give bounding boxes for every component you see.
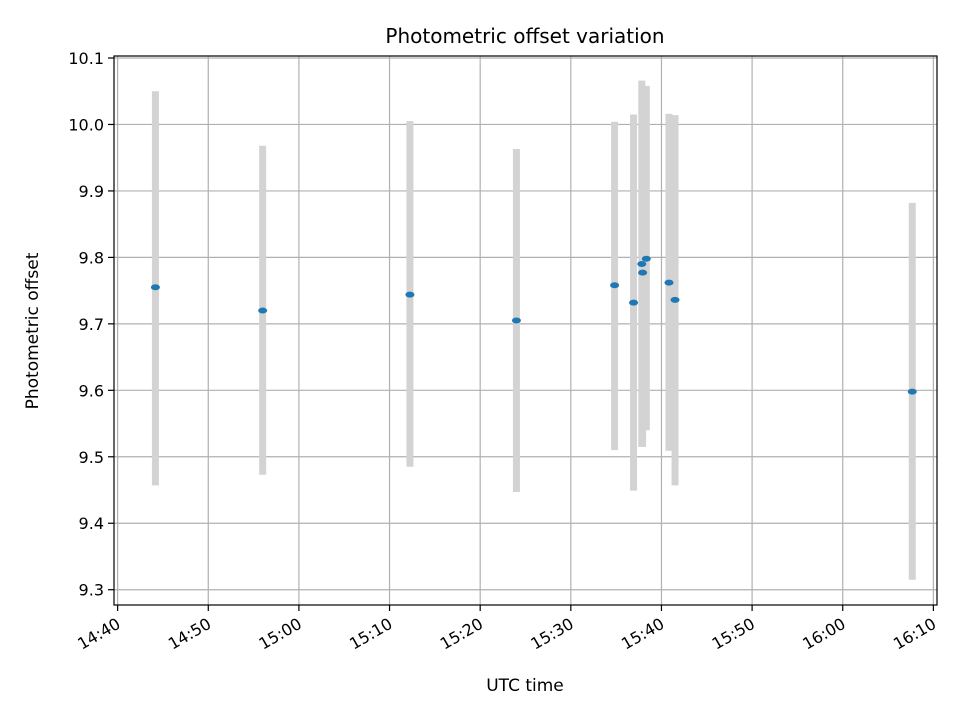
data-point	[610, 282, 620, 289]
data-points	[150, 255, 917, 395]
x-axis-label: UTC time	[486, 676, 564, 696]
data-point	[629, 299, 639, 306]
data-point	[638, 269, 648, 276]
y-axis-label: Photometric offset	[23, 252, 43, 409]
y-tick-label: 9.3	[79, 581, 104, 600]
y-tick-label: 9.6	[79, 381, 104, 400]
y-tick-label: 9.7	[79, 315, 104, 334]
y-tick-label: 10.0	[68, 115, 104, 134]
data-point	[405, 291, 415, 298]
plot-frame	[113, 55, 938, 606]
data-point	[511, 317, 521, 324]
y-tick-label: 9.9	[79, 182, 104, 201]
data-point	[258, 307, 268, 314]
data-point	[907, 388, 917, 395]
data-point	[664, 279, 674, 286]
chart-title: Photometric offset variation	[385, 24, 664, 48]
y-tick-label: 10.1	[68, 49, 104, 68]
grid-lines	[114, 56, 937, 605]
y-tick-label: 9.4	[79, 514, 104, 533]
data-point	[637, 261, 647, 268]
data-point	[670, 296, 680, 303]
y-axis-ticks: 9.3 9.4 9.5 9.6 9.7 9.8 9.9 10.0 10.1	[68, 49, 114, 600]
data-point	[641, 255, 651, 262]
y-tick-label: 9.8	[79, 248, 104, 267]
y-tick-label: 9.5	[79, 448, 104, 467]
data-point	[150, 284, 160, 291]
